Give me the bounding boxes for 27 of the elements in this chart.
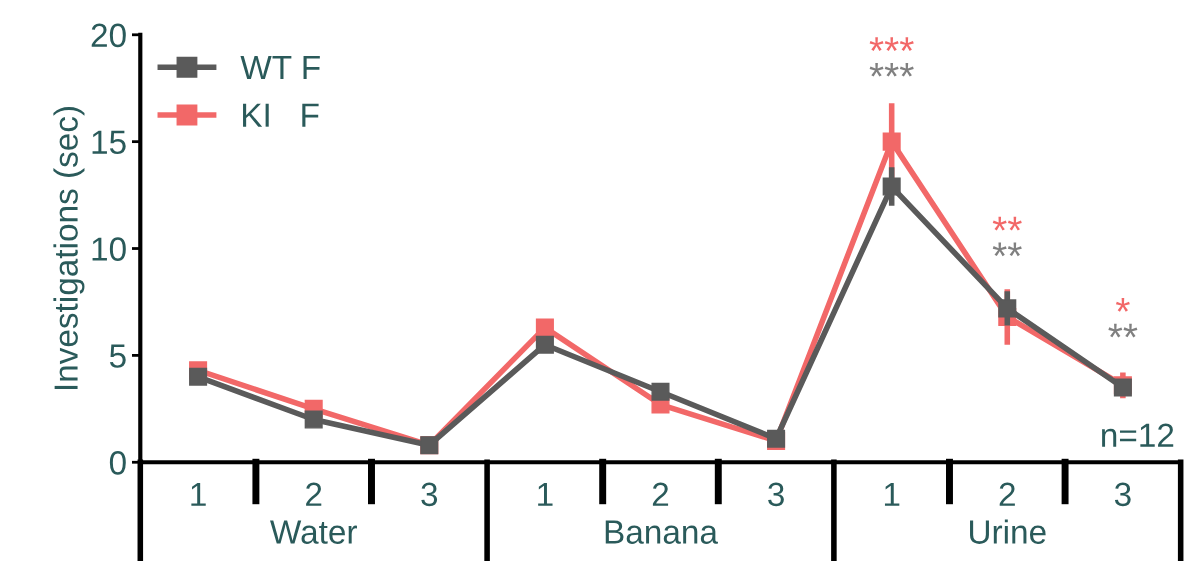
x-tick-label: 2 — [999, 482, 1015, 506]
annotation: *** — [869, 37, 914, 51]
y-tick-label: 15 — [92, 130, 126, 155]
x-tick-label: 3 — [768, 482, 784, 507]
legend-label: WT F — [240, 56, 320, 79]
y-tick-label: 10 — [92, 237, 126, 261]
x-tick-label: 2 — [306, 482, 322, 506]
y-tick-label: 0 — [109, 451, 126, 475]
text: Water — [270, 520, 357, 544]
x-tick-label: 3 — [421, 482, 438, 507]
x-tick-label: 1 — [191, 482, 206, 506]
x-tick-label: 1 — [884, 482, 900, 506]
text: Urine — [970, 519, 1046, 544]
y-tick-label: 5 — [109, 344, 126, 368]
annotation: ** — [992, 242, 1022, 257]
x-tick-label: 1 — [538, 482, 553, 506]
legend-label: KI F — [243, 103, 319, 127]
text: Banana — [605, 520, 718, 544]
annotation: n=12 — [1102, 423, 1174, 447]
x-tick-label: 3 — [1114, 482, 1131, 507]
annotation: ** — [992, 216, 1022, 231]
annotation: *** — [869, 62, 914, 77]
y-axis-title: Investigations (sec) — [53, 107, 85, 390]
x-tick-label: 2 — [652, 482, 669, 506]
y-tick-label: 20 — [91, 23, 126, 48]
annotation: * — [1115, 298, 1130, 312]
annotation: ** — [1108, 323, 1138, 338]
